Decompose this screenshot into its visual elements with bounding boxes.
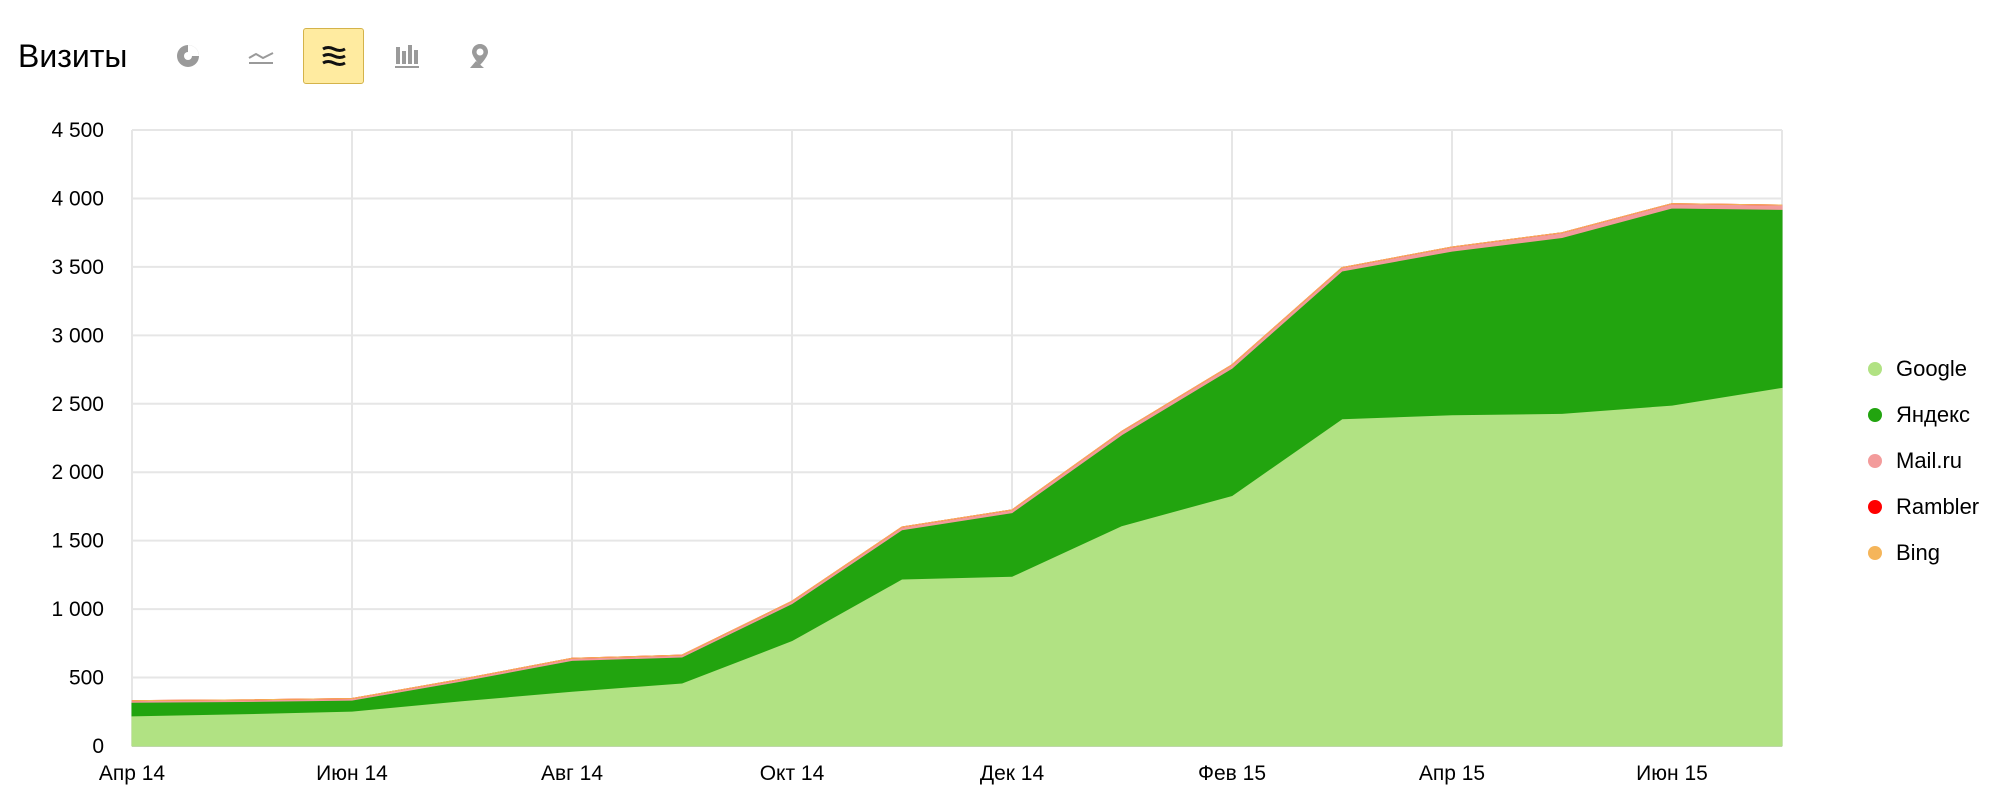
map-pin-icon — [469, 44, 488, 68]
y-tick-label: 4 000 — [51, 187, 104, 210]
stacked-area-chart: 0 500 1 000 1 500 2 000 2 500 3 000 3 500 4 000 4… — [51, 119, 1783, 785]
y-tick-label: 2 500 — [51, 393, 104, 416]
legend-dot-icon — [1868, 500, 1882, 514]
legend-item-rambler[interactable]: Rambler — [1868, 484, 1979, 530]
x-tick-label: Авг 14 — [541, 762, 603, 785]
y-tick-label: 1 000 — [51, 598, 104, 621]
legend-label: Google — [1896, 356, 1967, 381]
chart-title: Визиты — [18, 38, 128, 74]
legend-label: Mail.ru — [1896, 448, 1963, 473]
line-chart-icon — [248, 52, 274, 64]
bar-chart-view-button[interactable] — [376, 28, 437, 84]
x-axis: Апр 14 Июн 14 Авг 14 Окт 14 Дек 14 Фев 15 Апр … — [99, 762, 1708, 785]
y-tick-label: 3 000 — [51, 324, 104, 347]
bar-chart-icon — [394, 45, 419, 68]
chart-header: Визиты — [18, 26, 522, 86]
legend-label: Яндекс — [1896, 402, 1970, 427]
y-tick-label: 0 — [92, 735, 104, 758]
stacked-area-icon — [322, 46, 346, 66]
line-chart-view-button[interactable] — [230, 28, 291, 84]
chart-legend: Google Яндекс Mail.ru Rambler Bing — [1868, 346, 1979, 576]
legend-label: Rambler — [1896, 494, 1980, 519]
legend-label: Bing — [1896, 540, 1941, 565]
x-tick-label: Апр 15 — [1419, 762, 1485, 785]
x-tick-label: Дек 14 — [980, 762, 1045, 785]
legend-item-yandex[interactable]: Яндекс — [1868, 392, 1979, 438]
pie-chart-icon — [176, 45, 199, 67]
pie-chart-view-button[interactable] — [157, 28, 218, 84]
legend-dot-icon — [1868, 408, 1882, 422]
legend-dot-icon — [1868, 362, 1882, 376]
chart-areas — [131, 203, 1783, 747]
y-tick-label: 500 — [69, 667, 104, 690]
legend-item-google[interactable]: Google — [1868, 346, 1979, 392]
map-view-button[interactable] — [449, 28, 510, 84]
y-axis: 0 500 1 000 1 500 2 000 2 500 3 000 3 500 4 000 4… — [51, 119, 104, 758]
x-tick-label: Апр 14 — [99, 762, 166, 785]
legend-dot-icon — [1868, 454, 1882, 468]
y-tick-label: 4 500 — [51, 119, 104, 142]
area-chart-view-button[interactable] — [303, 28, 365, 84]
x-tick-label: Фев 15 — [1198, 762, 1266, 785]
x-tick-label: Окт 14 — [760, 762, 825, 785]
y-tick-label: 2 000 — [51, 461, 104, 484]
area-bing[interactable] — [131, 203, 1783, 702]
y-tick-label: 1 500 — [51, 530, 104, 553]
legend-item-bing[interactable]: Bing — [1868, 530, 1979, 576]
legend-dot-icon — [1868, 546, 1882, 560]
x-tick-label: Июн 14 — [316, 762, 388, 785]
legend-item-mailru[interactable]: Mail.ru — [1868, 438, 1979, 484]
x-tick-label: Июн 15 — [1636, 762, 1708, 785]
y-tick-label: 3 500 — [51, 256, 104, 279]
